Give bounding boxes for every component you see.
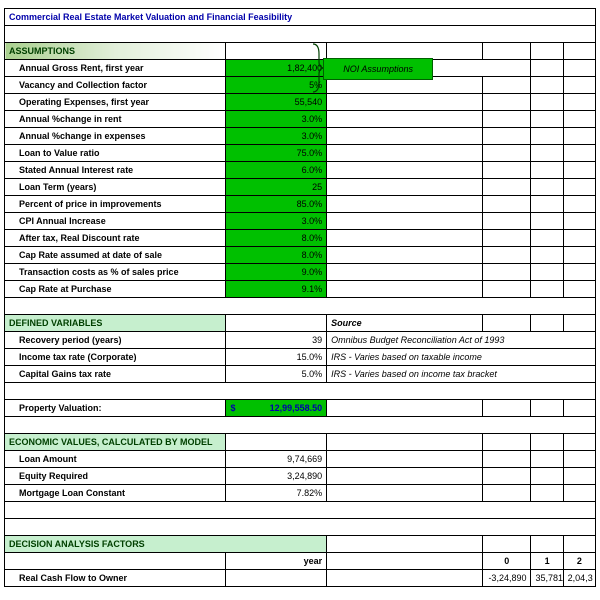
row-value: 15.0%: [226, 349, 327, 366]
section-label: DECISION ANALYSIS FACTORS: [5, 536, 327, 553]
row-value[interactable]: 3.0%: [226, 111, 327, 128]
defined-row: Income tax rate (Corporate) 15.0% IRS - …: [5, 349, 596, 366]
section-assumptions-header: ASSUMPTIONS: [5, 43, 596, 60]
row-value[interactable]: 25: [226, 179, 327, 196]
section-label: DEFINED VARIABLES: [5, 315, 226, 332]
row-source: IRS - Varies based on income tax bracket: [327, 366, 596, 383]
source-header: Source: [327, 315, 483, 332]
spacer: [5, 26, 596, 43]
row-label: Cap Rate at Purchase: [5, 281, 226, 298]
row-label: Percent of price in improvements: [5, 196, 226, 213]
spacer: [5, 298, 596, 315]
assumption-row: Percent of price in improvements 85.0%: [5, 196, 596, 213]
row-label: Loan Term (years): [5, 179, 226, 196]
spacer: [5, 383, 596, 400]
section-economic-header: ECONOMIC VALUES, CALCULATED BY MODEL: [5, 434, 596, 451]
row-value[interactable]: 3.0%: [226, 128, 327, 145]
row-value: 9,74,669: [226, 451, 327, 468]
row-label: Stated Annual Interest rate: [5, 162, 226, 179]
row-label: Annual %change in rent: [5, 111, 226, 128]
year-header-row: year 0 1 2: [5, 553, 596, 570]
row-label: Loan Amount: [5, 451, 226, 468]
row-label: CPI Annual Increase: [5, 213, 226, 230]
assumption-row: Loan Term (years) 25: [5, 179, 596, 196]
row-label: Annual Gross Rent, first year: [5, 60, 226, 77]
title-row: Commercial Real Estate Market Valuation …: [5, 9, 596, 26]
property-valuation-row: Property Valuation: $ 12,99,558.50: [5, 400, 596, 417]
row-value[interactable]: 3.0%: [226, 213, 327, 230]
cashflow-row: Real Cash Flow to Owner -3,24,890 35,781…: [5, 570, 596, 587]
economic-row: Equity Required 3,24,890: [5, 468, 596, 485]
row-label: Annual %change in expenses: [5, 128, 226, 145]
year-col: 2: [563, 553, 595, 570]
assumption-row: Annual %change in expenses 3.0%: [5, 128, 596, 145]
row-label: Cap Rate assumed at date of sale: [5, 247, 226, 264]
row-value: 7.82%: [226, 485, 327, 502]
spacer: [5, 502, 596, 519]
row-value: 3,24,890: [226, 468, 327, 485]
row-source: Omnibus Budget Reconciliation Act of 199…: [327, 332, 596, 349]
row-label: Mortgage Loan Constant: [5, 485, 226, 502]
row-value[interactable]: 9.1%: [226, 281, 327, 298]
row-label: Property Valuation:: [5, 400, 226, 417]
row-label: Transaction costs as % of sales price: [5, 264, 226, 281]
cashflow-value: -3,24,890: [483, 570, 531, 587]
assumption-row: Transaction costs as % of sales price 9.…: [5, 264, 596, 281]
economic-row: Loan Amount 9,74,669: [5, 451, 596, 468]
assumption-row: Annual Gross Rent, first year 1,82,400 N…: [5, 60, 596, 77]
assumption-row: Loan to Value ratio 75.0%: [5, 145, 596, 162]
row-value[interactable]: 6.0%: [226, 162, 327, 179]
row-value[interactable]: 8.0%: [226, 247, 327, 264]
year-label: year: [226, 553, 327, 570]
assumption-row: Vacancy and Collection factor 5%: [5, 77, 596, 94]
row-label: Loan to Value ratio: [5, 145, 226, 162]
defined-row: Capital Gains tax rate 5.0% IRS - Varies…: [5, 366, 596, 383]
row-value: 39: [226, 332, 327, 349]
section-defined-header: DEFINED VARIABLES Source: [5, 315, 596, 332]
year-col: 0: [483, 553, 531, 570]
assumption-row: CPI Annual Increase 3.0%: [5, 213, 596, 230]
year-col: 1: [531, 553, 563, 570]
section-decision-header: DECISION ANALYSIS FACTORS: [5, 536, 596, 553]
assumption-row: Operating Expenses, first year 55,540: [5, 94, 596, 111]
row-value: 5.0%: [226, 366, 327, 383]
row-label: Real Cash Flow to Owner: [5, 570, 226, 587]
assumption-row: Cap Rate assumed at date of sale 8.0%: [5, 247, 596, 264]
assumption-row: Cap Rate at Purchase 9.1%: [5, 281, 596, 298]
page-title: Commercial Real Estate Market Valuation …: [5, 9, 596, 26]
row-label: Operating Expenses, first year: [5, 94, 226, 111]
assumption-row: Annual %change in rent 3.0%: [5, 111, 596, 128]
spreadsheet-table: Commercial Real Estate Market Valuation …: [4, 8, 596, 587]
cashflow-value: 35,781: [531, 570, 563, 587]
row-label: Income tax rate (Corporate): [5, 349, 226, 366]
economic-row: Mortgage Loan Constant 7.82%: [5, 485, 596, 502]
assumption-row: Stated Annual Interest rate 6.0%: [5, 162, 596, 179]
cashflow-value: 2,04,3: [563, 570, 595, 587]
noi-callout: NOI Assumptions: [323, 58, 433, 80]
row-value[interactable]: 55,540: [226, 94, 327, 111]
row-label: After tax, Real Discount rate: [5, 230, 226, 247]
row-label: Capital Gains tax rate: [5, 366, 226, 383]
spacer: [5, 417, 596, 434]
row-value[interactable]: 85.0%: [226, 196, 327, 213]
row-value[interactable]: 8.0%: [226, 230, 327, 247]
section-label: ECONOMIC VALUES, CALCULATED BY MODEL: [5, 434, 226, 451]
row-label: Equity Required: [5, 468, 226, 485]
row-label: Recovery period (years): [5, 332, 226, 349]
row-source: IRS - Varies based on taxable income: [327, 349, 596, 366]
row-value[interactable]: 75.0%: [226, 145, 327, 162]
section-label: ASSUMPTIONS: [5, 43, 226, 60]
property-valuation-value: $ 12,99,558.50: [226, 400, 327, 417]
row-value[interactable]: 9.0%: [226, 264, 327, 281]
defined-row: Recovery period (years) 39 Omnibus Budge…: [5, 332, 596, 349]
spacer: [5, 519, 596, 536]
assumption-row: After tax, Real Discount rate 8.0%: [5, 230, 596, 247]
row-label: Vacancy and Collection factor: [5, 77, 226, 94]
